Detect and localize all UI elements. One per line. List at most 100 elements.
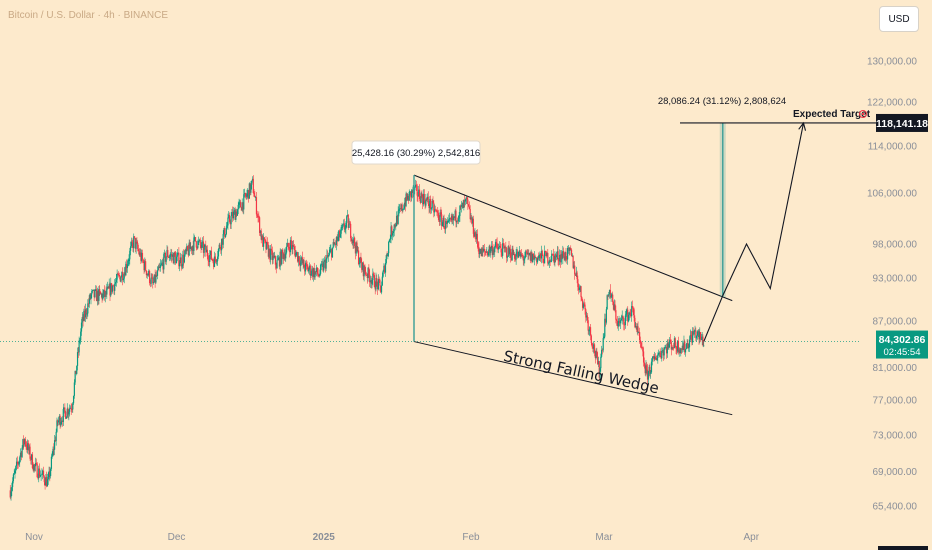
candle-body-708 (570, 248, 572, 250)
candle-body-549 (444, 228, 446, 230)
candle-body-233 (194, 237, 196, 238)
candle-body-272 (224, 234, 227, 238)
candle-body-652 (525, 251, 528, 253)
candle-body-822 (660, 356, 662, 359)
candle-body-607 (490, 248, 492, 253)
candle-body-424 (345, 222, 347, 229)
candle-body-454 (369, 274, 371, 283)
candle-body-298 (245, 196, 247, 197)
candle-body-759 (610, 296, 612, 298)
candle-body-561 (453, 216, 455, 219)
candle-body-569 (460, 205, 462, 207)
candle-body-110 (96, 291, 98, 302)
candle-body-122 (106, 288, 108, 295)
candle-body-120 (104, 291, 106, 297)
candle-body-227 (189, 242, 191, 249)
candle-body-562 (454, 210, 456, 219)
candle-body-178 (150, 277, 152, 284)
candle-body-511 (414, 186, 416, 191)
candle-body-589 (475, 233, 478, 240)
candle-body-825 (662, 350, 664, 356)
candle-body-421 (342, 223, 345, 225)
candle-body-712 (573, 265, 575, 268)
target-price-tag (876, 113, 928, 132)
candle-body-722 (581, 297, 583, 301)
wedge-upper-line[interactable] (413, 174, 733, 302)
projection-path[interactable] (703, 122, 805, 342)
candle-body-751 (604, 318, 606, 337)
candle-body-294 (242, 202, 244, 210)
candle-body-131 (113, 285, 115, 291)
candle-body-186 (156, 270, 159, 276)
candle-body-429 (349, 223, 351, 225)
candle-body-359 (293, 246, 296, 251)
candle-body-7 (15, 466, 17, 471)
candle-body-46 (46, 476, 48, 487)
candle-body-604 (487, 252, 490, 256)
time-scale-handle[interactable] (878, 546, 928, 550)
wedge-lower-line[interactable] (413, 341, 733, 416)
candle-body-213 (178, 252, 180, 267)
candle-body-319 (262, 235, 264, 247)
candle-body-836 (671, 346, 673, 350)
candle-body-351 (287, 242, 289, 248)
candle-body-83 (75, 370, 77, 374)
candle-body-320 (262, 237, 265, 247)
currency-button[interactable]: USD (879, 6, 919, 32)
candle-body-277 (228, 215, 231, 222)
candle-body-167 (141, 252, 144, 260)
candle-body-125 (108, 284, 110, 289)
candle-body-185 (156, 274, 158, 276)
candle-body-278 (229, 221, 231, 225)
candle-body-734 (590, 335, 592, 343)
candle-body-326 (267, 244, 269, 257)
candle-body-662 (533, 255, 535, 260)
candle-body-608 (490, 245, 493, 249)
candle-body-789 (634, 317, 636, 327)
candle-body-149 (127, 260, 129, 265)
candle-body-187 (157, 266, 159, 271)
candle-body-60 (57, 420, 59, 423)
candle-body-871 (699, 332, 701, 340)
candle-body-631 (509, 249, 511, 255)
candle-body-669 (539, 253, 541, 256)
candle-body-597 (482, 248, 484, 252)
candle-body-203 (170, 254, 172, 256)
candle-body-58 (55, 431, 57, 442)
candle-body-139 (119, 276, 121, 282)
candle-body-315 (259, 217, 261, 233)
candle-body-463 (376, 278, 378, 282)
candle-body-238 (198, 240, 200, 242)
candle-body-875 (702, 336, 704, 346)
candle-body-746 (600, 356, 602, 369)
candle-body-743 (597, 361, 600, 365)
candle-body-36 (38, 468, 40, 479)
candle-body-559 (452, 215, 454, 221)
candle-body-330 (270, 248, 273, 251)
candle-body-687 (553, 255, 555, 263)
candle-body-431 (350, 238, 353, 242)
y-tick-label-11: 65,400.00 (873, 502, 918, 513)
candle-body-329 (270, 248, 272, 260)
candle-body-602 (486, 251, 488, 253)
candle-body-642 (517, 251, 520, 258)
candle-body-33 (35, 462, 37, 464)
candle-body-393 (320, 264, 322, 266)
candle-body-603 (487, 251, 489, 256)
candle-body-35 (37, 477, 39, 479)
candle-body-1 (10, 491, 12, 498)
candle-body-269 (222, 234, 224, 245)
candle-body-127 (110, 283, 112, 296)
candle-body-368 (300, 257, 303, 261)
candle-body-808 (649, 366, 651, 374)
y-tick-label-4: 98,000.00 (873, 240, 918, 251)
candle-body-555 (449, 218, 451, 219)
candle-body-831 (667, 342, 669, 348)
x-tick-label-3: Feb (462, 532, 480, 543)
candle-body-286 (236, 211, 238, 216)
candle-body-288 (237, 204, 239, 210)
candle-body-593 (479, 253, 481, 255)
candle-body-55 (53, 448, 55, 450)
